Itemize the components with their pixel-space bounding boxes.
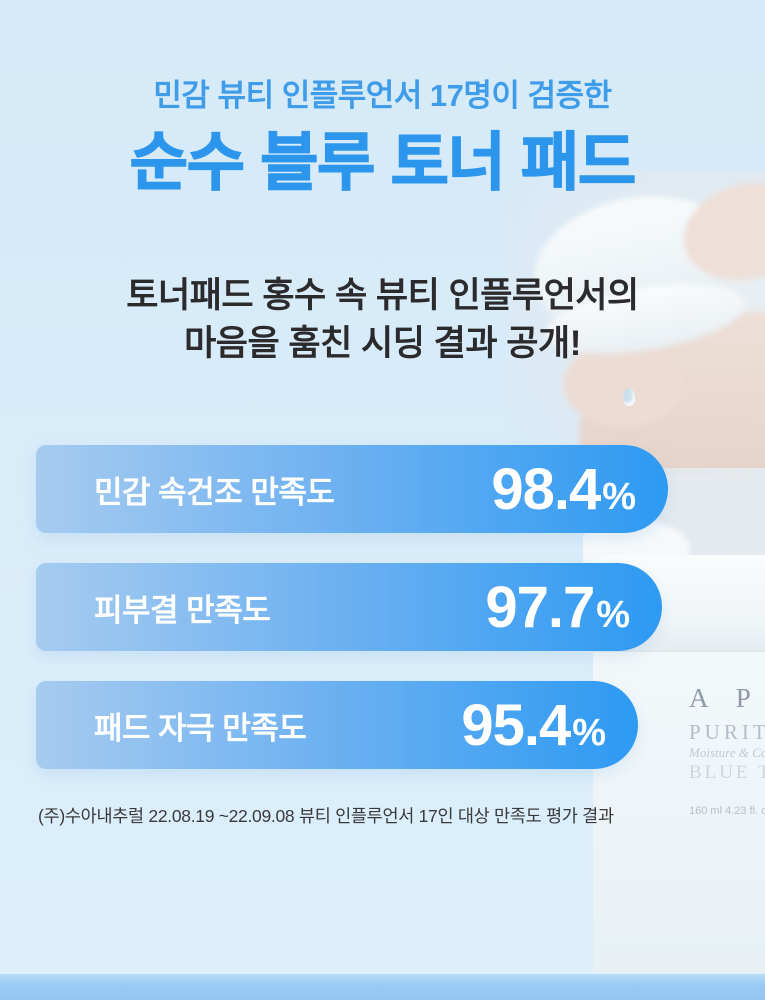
stat-bar-value: 97.7% — [485, 574, 630, 640]
subtitle-line-2: 마음을 훔친 시딩 결과 공개! — [184, 324, 581, 363]
tagline: 민감 뷰티 인플루언서 17명이 검증한 — [153, 78, 612, 113]
stat-bar-value: 98.4% — [491, 456, 636, 522]
stat-bar: 패드 자극 만족도 95.4% — [36, 681, 638, 769]
satisfaction-bar-chart: 민감 속건조 만족도 98.4% 피부결 만족도 97.7% 패드 자극 만족도… — [36, 445, 668, 799]
page-title: 순수 블루 토너 패드 — [129, 127, 637, 199]
stat-bar: 민감 속건조 만족도 98.4% — [36, 445, 668, 533]
stat-bar-label: 피부결 만족도 — [94, 592, 271, 628]
bottom-strip — [0, 974, 765, 1000]
stat-bar: 피부결 만족도 97.7% — [36, 563, 662, 651]
footnote: (주)수아내추럴 22.08.19 ~22.09.08 뷰티 인플루언서 17인… — [38, 806, 614, 826]
stat-bar-value: 95.4% — [461, 692, 606, 758]
stat-bar-label: 패드 자극 만족도 — [94, 710, 307, 746]
subtitle-line-1: 토너패드 홍수 속 뷰티 인플루언서의 — [126, 276, 639, 315]
subtitle: 토너패드 홍수 속 뷰티 인플루언서의 마음을 훔친 시딩 결과 공개! — [0, 272, 765, 368]
stat-bar-label: 민감 속건조 만족도 — [94, 474, 335, 510]
